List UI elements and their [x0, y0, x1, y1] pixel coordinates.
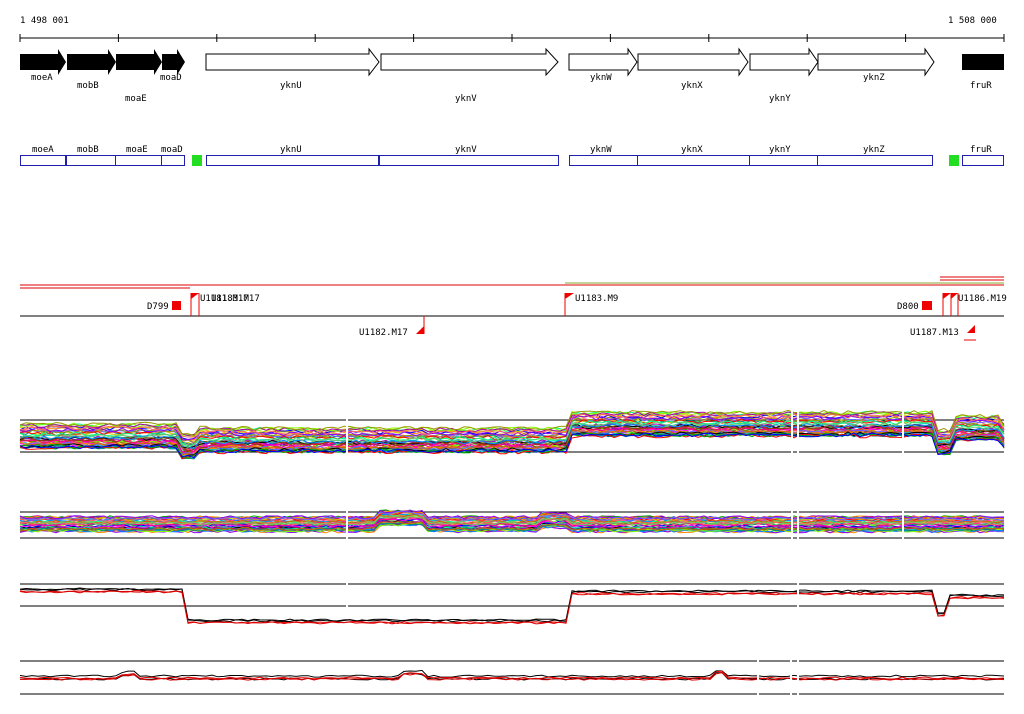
marker-u1182[interactable] — [416, 326, 424, 334]
gene-arrow-track: moeA mobB moaE moaD yknU yknV yknW yknX … — [20, 47, 1004, 104]
marker-label-d799: D799 — [147, 302, 169, 312]
annotation-box-yknW[interactable] — [569, 155, 638, 166]
ruler-end-label: 1 508 000 — [948, 16, 997, 26]
gene-arrow-yknU[interactable] — [205, 47, 380, 77]
marker-label-u1183: U1183.M9 — [575, 294, 618, 304]
marker-label-u1187: U1187.M13 — [910, 328, 959, 338]
gene-label-yknU: yknU — [280, 81, 302, 91]
annotation-box-yknY[interactable] — [749, 155, 818, 166]
marker-track: D799 U1181.M17 U1183.M17 U1183.M9 D800 U… — [20, 276, 1007, 341]
annotation-box-moeA[interactable] — [20, 155, 66, 166]
marker-label-d800: D800 — [897, 302, 919, 312]
marker-u1181[interactable] — [191, 293, 199, 299]
annotation-box-track: moeA mobB moaE moaD yknU yknV yknW yknX … — [20, 145, 1004, 166]
box-label-yknU: yknU — [280, 145, 302, 155]
gene-arrow-yknY[interactable] — [749, 47, 819, 77]
box-label-yknW: yknW — [590, 145, 612, 155]
box-label-yknV: yknV — [455, 145, 477, 155]
marker-label-overlap: U1183.M17 — [211, 294, 260, 304]
marker-label-u1182: U1182.M17 — [359, 328, 408, 338]
marker-label-u1186: U1186.M19 — [958, 294, 1007, 304]
box-label-fruR: fruR — [970, 145, 992, 155]
gene-label-moaE: moaE — [125, 94, 147, 104]
gene-arrow-moaE[interactable] — [116, 49, 162, 75]
box-label-moeA: moeA — [32, 145, 54, 155]
gene-arrow-moeA[interactable] — [20, 49, 66, 75]
expression-profile-track-4 — [19, 651, 1005, 704]
marker-d799[interactable] — [172, 301, 181, 310]
gene-label-yknX: yknX — [681, 81, 703, 91]
green-feature-marker[interactable] — [192, 155, 202, 166]
annotation-box-moaE[interactable] — [115, 155, 162, 166]
gene-arrow-moaD[interactable] — [162, 49, 185, 75]
gene-label-mobB: mobB — [77, 81, 99, 91]
box-label-yknX: yknX — [681, 145, 703, 155]
expression-profile-track-1 — [19, 409, 1005, 462]
gene-label-yknY: yknY — [769, 94, 791, 104]
gene-label-yknZ: yknZ — [863, 73, 885, 83]
gene-arrow-mobB[interactable] — [67, 49, 116, 75]
gene-label-moaD: moaD — [160, 73, 182, 83]
marker-label-u1181: U1181.M17 — [200, 294, 249, 304]
annotation-box-fruR[interactable] — [962, 155, 1004, 166]
annotation-box-yknX[interactable] — [637, 155, 750, 166]
annotation-box-yknZ[interactable] — [817, 155, 933, 166]
box-label-yknY: yknY — [769, 145, 791, 155]
box-label-moaE: moaE — [126, 145, 148, 155]
box-label-yknZ: yknZ — [863, 145, 885, 155]
annotation-box-mobB[interactable] — [66, 155, 116, 166]
gene-label-yknW: yknW — [590, 73, 612, 83]
marker-u1186[interactable] — [943, 293, 951, 299]
expression-profile-track-3 — [19, 574, 1005, 625]
annotation-box-yknU[interactable] — [206, 155, 379, 166]
gene-label-yknV: yknV — [455, 94, 477, 104]
gene-arrow-yknX[interactable] — [637, 47, 749, 77]
gene-label-moeA: moeA — [31, 73, 53, 83]
gene-arrow-yknV[interactable] — [380, 47, 559, 77]
marker-d800[interactable] — [922, 301, 932, 310]
expression-profile-track-2 — [19, 502, 1005, 548]
position-ruler: 1 498 001 1 508 000 — [19, 16, 1005, 42]
marker-u1187[interactable] — [967, 325, 975, 333]
annotation-box-yknV[interactable] — [379, 155, 559, 166]
gene-label-fruR: fruR — [970, 81, 992, 91]
annotation-box-moaD[interactable] — [161, 155, 185, 166]
marker-u1183[interactable] — [565, 293, 574, 299]
gene-arrow-yknZ[interactable] — [817, 47, 935, 77]
green-feature-marker[interactable] — [949, 155, 959, 166]
gene-arrow-fruR[interactable] — [962, 54, 1004, 70]
gene-arrow-yknW[interactable] — [568, 47, 638, 77]
box-label-moaD: moaD — [161, 145, 183, 155]
box-label-mobB: mobB — [77, 145, 99, 155]
ruler-start-label: 1 498 001 — [20, 16, 69, 26]
